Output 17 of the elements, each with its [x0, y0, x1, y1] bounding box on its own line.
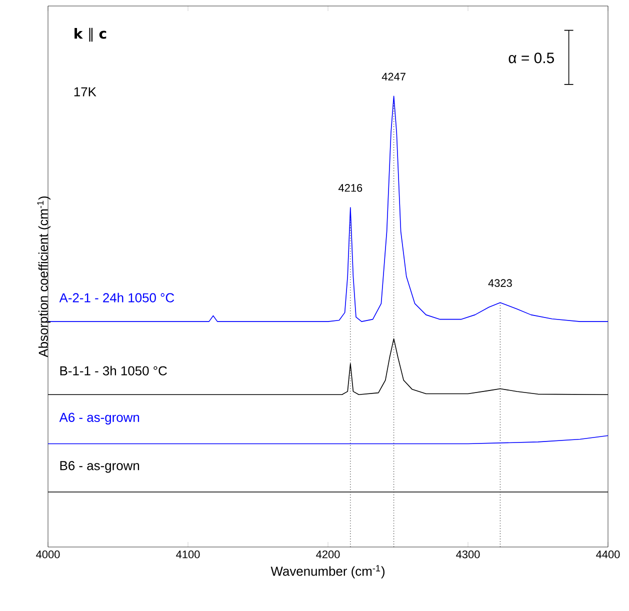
annotation: 4247	[382, 72, 406, 80]
series-label: B6 - as-grown	[60, 461, 140, 473]
y-axis-title: Absorption coefficient (cm$^{-1}$)	[37, 196, 50, 358]
series-label: A6 - as-grown	[59, 412, 140, 425]
x-tick-label: 4400	[596, 550, 620, 558]
annotation: 4216	[338, 184, 362, 192]
x-tick-label: 4000	[36, 550, 60, 558]
chart-title: k ∥ c	[74, 28, 106, 42]
series-label: A-2-1 - 24h 1050 °C	[59, 292, 174, 302]
x-axis-title: Wavenumber (cm$^{-1}$)	[270, 565, 384, 578]
x-tick-label: 4100	[176, 550, 200, 558]
text: α = 0.5	[508, 52, 554, 64]
annotation: 17K	[74, 87, 96, 96]
annotation: 4323	[488, 279, 512, 287]
x-tick-label: 4300	[456, 550, 480, 558]
series-label: B-1-1 - 3h 1050 °C	[60, 366, 167, 376]
x-tick-label: 4200	[316, 550, 340, 558]
